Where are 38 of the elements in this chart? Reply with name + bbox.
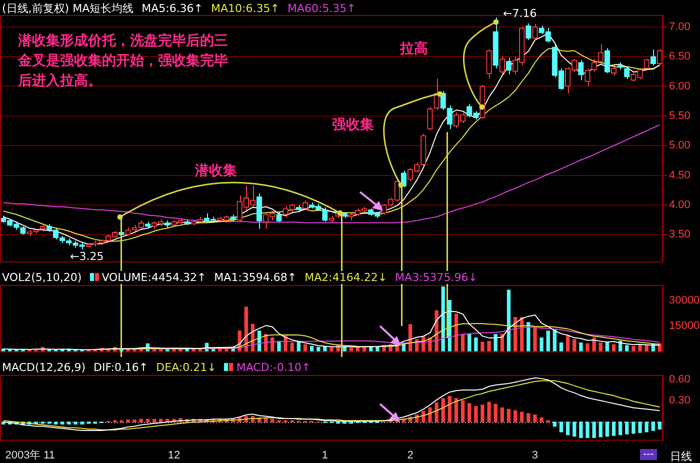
annotation: ←3.25 bbox=[70, 250, 104, 263]
legend-label: VOLUME:4454.32↑ bbox=[102, 271, 206, 284]
y-tick-label: 6.00 bbox=[669, 80, 690, 92]
y-tick-label: 0.30 bbox=[669, 394, 690, 407]
text: MA2:4164.22↓ bbox=[304, 271, 388, 284]
text: DIF:0.16↑ bbox=[94, 361, 148, 374]
y-tick-label: 5.00 bbox=[669, 140, 690, 152]
x-tick-label: 2003年 bbox=[5, 449, 41, 462]
legend-label: MACD:-0.10↑ bbox=[236, 361, 311, 374]
chart-title: (日线,前复权) MA短长均线 bbox=[2, 2, 134, 15]
annotation: 潜收集形成价托，洗盘完毕后的三金叉是强收集的开始，强收集完毕后进入拉高。 bbox=[18, 31, 229, 90]
text: MA5:6.36↑ bbox=[142, 2, 204, 15]
y-tick-label: 4.50 bbox=[669, 169, 690, 182]
chart-title: VOL2(5,10,20) bbox=[2, 271, 82, 284]
x-tick-label: 3 bbox=[532, 449, 538, 462]
annotation: 拉高 bbox=[400, 40, 428, 58]
text: DEA:0.21↓ bbox=[156, 361, 216, 374]
text: MA1:3594.68↑ bbox=[214, 271, 297, 284]
x-tick-label: 11 bbox=[44, 449, 55, 462]
y-tick-label: 4.00 bbox=[669, 199, 690, 212]
y-tick-label: 3.50 bbox=[669, 228, 690, 241]
chart-title: MACD(12,26,9) bbox=[2, 361, 86, 374]
y-tick-label: 5.50 bbox=[669, 110, 690, 122]
text: MA10:6.35↑ bbox=[211, 2, 280, 15]
y-tick-label: 6.50 bbox=[669, 50, 690, 63]
y-tick-label: 0.60 bbox=[669, 373, 690, 386]
text: 日线 bbox=[670, 450, 692, 463]
text: MA60:5.35↑ bbox=[287, 2, 356, 15]
x-tick-label: 2 bbox=[407, 449, 414, 462]
x-tick-label: 1 bbox=[322, 449, 328, 462]
y-tick-label: 30000 bbox=[669, 294, 700, 306]
y-tick-label: 15000 bbox=[669, 320, 700, 332]
y-tick-label: 7.00 bbox=[669, 20, 690, 33]
annotation: 潜收集 bbox=[195, 162, 237, 180]
text: --- bbox=[640, 449, 657, 460]
annotation: 强收集 bbox=[332, 116, 374, 134]
x-tick-label: 12 bbox=[168, 449, 180, 462]
text: MA3:5375.96↓ bbox=[395, 271, 478, 284]
